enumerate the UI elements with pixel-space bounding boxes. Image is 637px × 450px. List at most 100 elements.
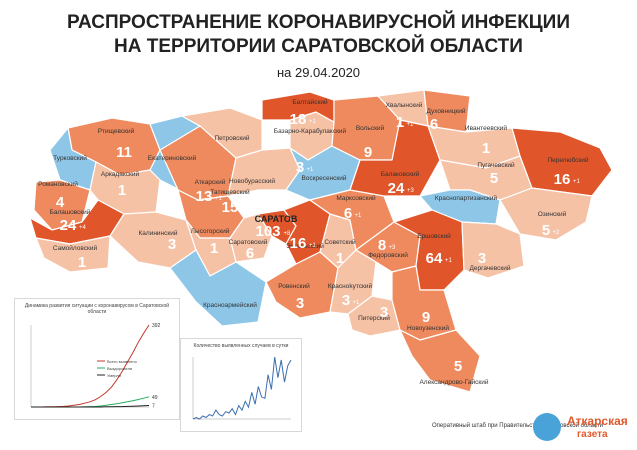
district-30-name: Ивантеевский (465, 124, 507, 132)
cumulative-chart-plot: 392 49 7 Всего выявлено Выздоровели Умерли (30, 323, 161, 410)
district-38-count: 5 (454, 358, 462, 375)
logo-line1: Аткарская (567, 414, 628, 428)
district-33-delta: +1 (573, 179, 581, 185)
district-20-count: 1 (336, 250, 344, 267)
district-24-count: 6 (344, 205, 352, 222)
district-36-count: 3 (478, 250, 486, 267)
logo-line2: газета (577, 429, 608, 440)
newspaper-logo: Аткарская газета (531, 410, 635, 448)
district-24-delta: +1 (355, 213, 363, 219)
district-19-name: Энгельсский (286, 242, 324, 250)
c1-end-label-2: 7 (152, 404, 155, 410)
district-33-area (511, 127, 613, 197)
district-30-count: 1 (482, 140, 490, 157)
cumulative-chart-title: Динамика развития ситуации с коронавирус… (24, 303, 170, 315)
district-25-name: Федоровский (368, 251, 408, 259)
legend-label-0: Всего выявлено (107, 359, 138, 364)
district-10-name: Новобурасский (229, 177, 275, 185)
district-27-count: 1 (396, 114, 404, 131)
daily-chart-title: Количество выявленных случаев в сутки (193, 343, 289, 349)
footer-source: Оперативный штаб при Правительстве Сарат… (432, 423, 604, 429)
district-22-count: 3 (342, 292, 350, 309)
c2-series-0 (192, 356, 292, 420)
district-12-count: 1 (210, 240, 218, 257)
district-4-name: Аркадакский (101, 170, 140, 178)
district-20-name: Советский (324, 238, 356, 246)
district-8-count: 3 (168, 236, 176, 253)
district-6-delta: +4 (79, 225, 87, 231)
district-27-name: Хвалынский (386, 101, 423, 109)
district-31-count: 5 (490, 170, 498, 187)
district-23-count: 3 (380, 304, 388, 321)
district-33-count: 16 (554, 171, 571, 188)
district-26-count: 9 (364, 144, 372, 161)
district-26-name: Вольский (356, 124, 385, 132)
cumulative-chart: Динамика развития ситуации с коронавирус… (14, 298, 180, 420)
legend-label-1: Выздоровели (107, 366, 132, 371)
district-9-count: 13 (196, 188, 213, 205)
daily-chart: Количество выявленных случаев в сутки (180, 338, 302, 432)
district-17-name: Балтайский (292, 98, 328, 106)
map-title-line2: НА ТЕРРИТОРИИ САРАТОВСКОЙ ОБЛАСТИ (114, 36, 523, 57)
district-21-name: Ровенский (278, 282, 310, 290)
district-38-name: Александрово-Гайский (419, 378, 488, 386)
district-16-name: Базарно-Карабулакский (274, 127, 347, 135)
c1-end-label-0: 392 (152, 323, 161, 329)
district-22-name: Красноkутский (328, 282, 373, 290)
district-15-name: Красноармейский (203, 301, 257, 309)
legend-label-2: Умерли (107, 373, 121, 378)
district-34-name: Озинский (538, 210, 567, 218)
district-14-count: 103 (255, 223, 280, 240)
district-29-count: 24 (388, 180, 405, 197)
district-8-name: Калининский (139, 229, 178, 237)
district-17-area (261, 91, 335, 123)
district-6-name: Балашовский (50, 208, 91, 216)
district-13-name: Саратовский (229, 238, 268, 246)
district-28-name: Духовницкий (426, 107, 465, 115)
district-27-delta: +1 (407, 122, 415, 128)
c1-end-label-1: 49 (152, 395, 158, 401)
district-34-count: 5 (542, 222, 550, 239)
district-36-name: Дергачевский (469, 264, 510, 272)
district-6-count: 24 (60, 217, 77, 234)
district-7-count: 1 (78, 254, 86, 271)
district-21-count: 3 (296, 295, 304, 312)
district-29-name: Балаковский (381, 170, 420, 178)
district-28-count: 6 (430, 116, 438, 133)
district-34-delta: +2 (553, 230, 561, 236)
district-11-count: 15 (222, 199, 239, 216)
district-37-name: Новоузенский (407, 324, 449, 332)
district-22-delta: +1 (353, 300, 361, 306)
district-35-name: Ершовский (417, 232, 451, 240)
district-17-count: 18 (290, 111, 307, 128)
district-23-name: Питерский (358, 314, 390, 322)
daily-chart-plot (192, 356, 292, 420)
district-19-count: 16 (290, 235, 307, 252)
district-24-name: Марксовский (336, 194, 376, 202)
district-12-name: Лысогорский (191, 227, 230, 235)
district-11-name: Татищевский (210, 188, 250, 196)
district-35-delta: +1 (445, 258, 453, 264)
district-19-delta: +1 (309, 243, 317, 249)
district-25-count: 8 (378, 237, 386, 254)
district-0-name: Ртищевский (98, 127, 135, 135)
map-title-line1: РАСПРОСТРАНЕНИЕ КОРОНАВИРУСНОЙ ИНФЕКЦИИ (67, 12, 570, 33)
district-7-area (35, 235, 111, 273)
district-14-delta: +8 (284, 231, 292, 237)
district-5-count: 4 (56, 194, 65, 211)
district-5-name: Романовский (38, 180, 78, 188)
district-9-delta: +1 (215, 196, 223, 202)
logo-icon (533, 413, 561, 441)
district-16-count: 3 (296, 159, 304, 176)
district-36-area (461, 221, 525, 279)
district-38-area (399, 329, 481, 393)
map-date: на 29.04.2020 (276, 65, 361, 80)
c1-series-2 (31, 405, 150, 408)
district-29-delta: +3 (407, 188, 415, 194)
capital-label: САРАТОВ (255, 214, 298, 224)
district-32-name: Краснопартизанский (435, 194, 498, 202)
district-3-name: Турковский (53, 154, 87, 162)
district-17-delta: +1 (309, 119, 317, 125)
district-25-delta: +3 (389, 245, 397, 251)
